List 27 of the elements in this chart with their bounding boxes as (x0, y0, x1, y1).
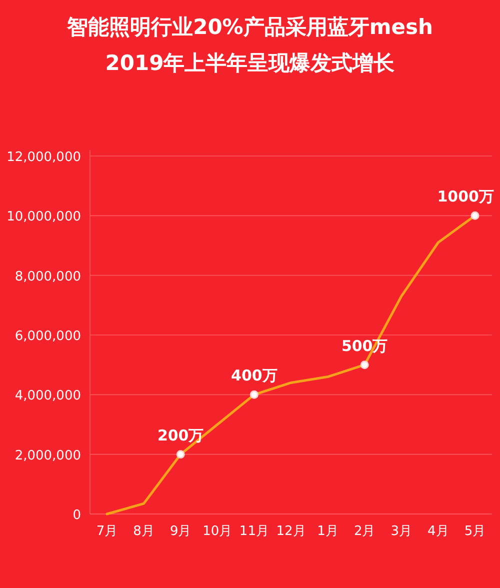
point (176, 450, 185, 459)
y-tick-label: 8,000,000 (14, 269, 81, 284)
x-tick-label: 1月 (317, 524, 338, 539)
y-tick-label: 6,000,000 (14, 329, 81, 344)
x-tick-label: 7月 (96, 524, 118, 539)
x-tick-label: 8月 (133, 524, 154, 539)
chart-title: 智能照明行业20%产品采用蓝牙mesh (66, 15, 433, 39)
x-tick-label: 2月 (354, 524, 376, 539)
point (250, 390, 258, 399)
x-tick-label: 5月 (464, 524, 486, 539)
y-tick-label: 10,000,000 (6, 210, 81, 225)
annotation: 200万 (157, 426, 204, 444)
x-tick-label: 4月 (428, 524, 449, 539)
y-tick-label: 0 (72, 508, 81, 523)
x-tick-label: 12月 (276, 524, 306, 539)
x-tick-label: 10月 (202, 524, 232, 539)
chart-subtitle: 2019年上半年呈现爆发式增长 (105, 51, 396, 75)
y-tick-label: 12,000,000 (6, 150, 81, 165)
y-tick-label: 2,000,000 (14, 448, 81, 464)
x-tick-label: 11月 (239, 524, 269, 539)
y-tick-label: 4,000,000 (14, 388, 81, 404)
x-tick-label: 3月 (390, 524, 412, 539)
annotation: 1000万 (437, 188, 494, 206)
x-tick-label: 9月 (170, 524, 192, 539)
point (470, 211, 480, 220)
point (360, 360, 369, 370)
annotation: 400万 (231, 366, 278, 385)
